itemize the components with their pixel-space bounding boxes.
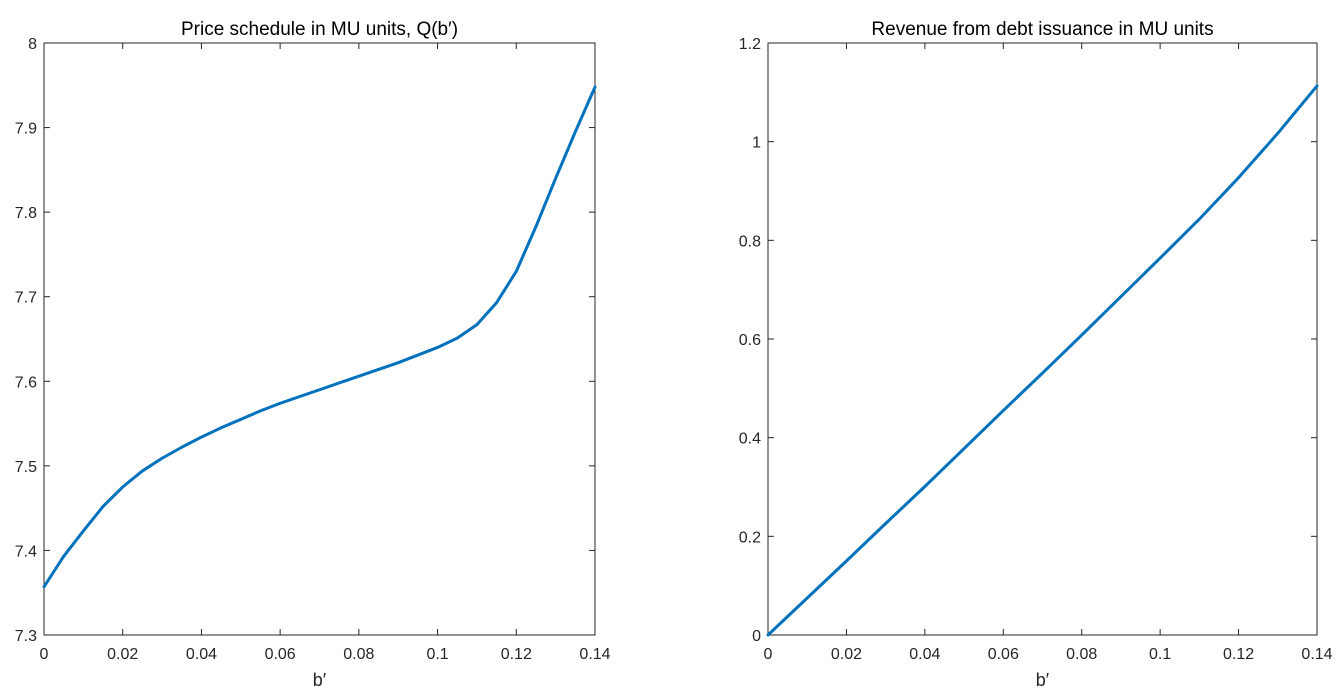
y-tick-label: 7.6	[15, 374, 37, 391]
x-tick-label: 0.02	[831, 646, 862, 663]
price-schedule-chart: 0 0.02 0.04 0.06 0.08 0.1 0.12 0.14 7.3 7.4 7.5 7.6…	[15, 19, 611, 690]
y-tick-label: 7.3	[15, 628, 37, 645]
x-tick-label: 0.02	[107, 646, 138, 663]
y-tick-label: 1.2	[739, 36, 761, 53]
y-tick-label: 1	[752, 135, 761, 152]
x-tick-label: 0.04	[909, 646, 940, 663]
y-tick-label: 7.8	[15, 205, 37, 222]
y-tick-label: 0.4	[739, 431, 761, 448]
x-tick-label: 0.12	[1223, 646, 1254, 663]
y-tick-label: 7.9	[15, 121, 37, 138]
x-tick-label: 0.06	[988, 646, 1019, 663]
y-tick-label: 0	[752, 628, 761, 645]
y-tick-label: 7.5	[15, 459, 37, 476]
x-tick-label: 0	[764, 646, 773, 663]
x-tick-label: 0.06	[265, 646, 296, 663]
chart-title: Price schedule in MU units, Q(b′)	[181, 19, 458, 40]
y-tick-label: 0.6	[739, 332, 761, 349]
x-tick-label: 0.04	[186, 646, 217, 663]
x-axis-label: b′	[1036, 670, 1050, 690]
y-tick-label: 0.2	[739, 529, 761, 546]
price-series-line	[42, 85, 597, 589]
revenue-series-line	[766, 84, 1319, 637]
revenue-axes-box	[767, 42, 1318, 636]
x-axis-label: b′	[313, 670, 327, 690]
y-tick-label: 8	[28, 36, 37, 53]
price-axes-box	[43, 42, 596, 636]
x-tick-label: 0	[40, 646, 49, 663]
chart-title: Revenue from debt issuance in MU units	[871, 19, 1213, 40]
x-tick-label: 0.08	[343, 646, 374, 663]
y-tick-label: 0.8	[739, 233, 761, 250]
y-tick-label: 7.7	[15, 290, 37, 307]
x-tick-label: 0.08	[1066, 646, 1097, 663]
x-tick-label: 0.14	[579, 646, 610, 663]
x-tick-label: 0.12	[501, 646, 532, 663]
y-tick-label: 7.4	[15, 543, 37, 560]
x-tick-label: 0.1	[426, 646, 448, 663]
x-tick-label: 0.14	[1301, 646, 1332, 663]
x-tick-label: 0.1	[1149, 646, 1171, 663]
revenue-chart: 0 0.02 0.04 0.06 0.08 0.1 0.12 0.14 0 0.2 0.4 0.6 0.…	[739, 19, 1333, 690]
